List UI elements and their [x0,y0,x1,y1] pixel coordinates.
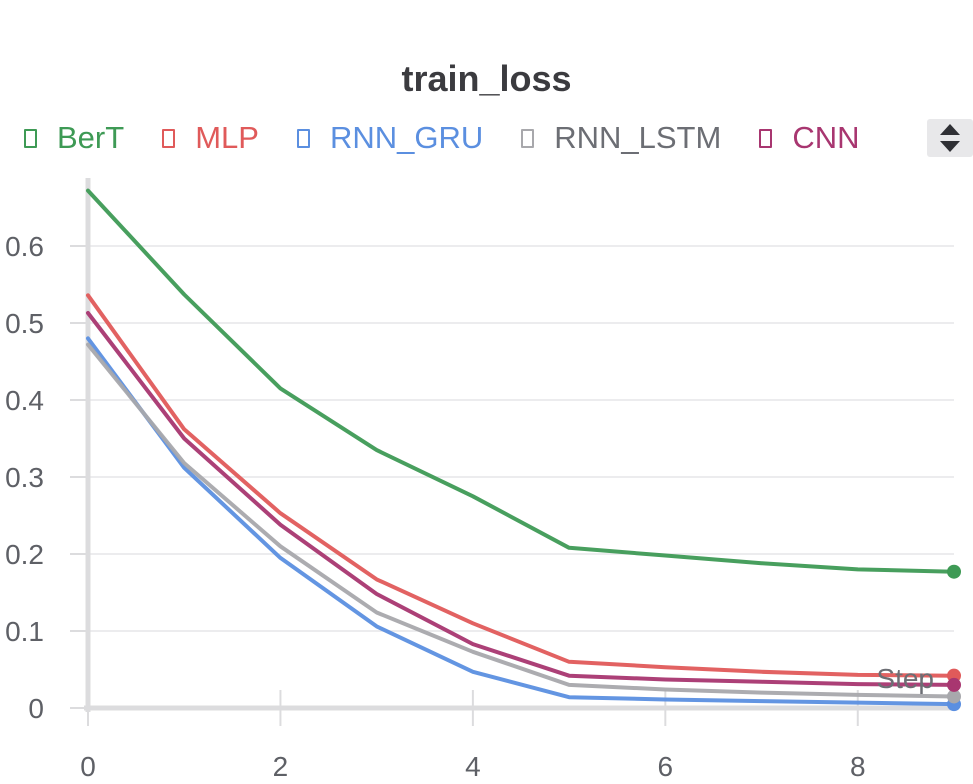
chart-title: train_loss [401,58,572,99]
series-endpoint-rnn-lstm [947,689,961,704]
x-tick-label: 2 [273,751,289,782]
series-line-cnn [86,311,956,687]
series-line-mlp [86,293,956,678]
legend-label: RNN_GRU [329,120,484,155]
series-endpoints [947,564,961,712]
series-endpoint-bert [947,564,961,579]
legend-label: RNN_LSTM [554,120,722,155]
y-axis-ticks: 0 0.1 0.2 0.3 0.4 0.5 0.6 [5,231,88,724]
legend-scroll-button[interactable] [927,119,973,157]
legend-label: CNN [792,120,860,155]
series-lines [86,188,956,707]
series-endpoint-cnn [947,677,961,692]
x-axis-label: Step [876,663,934,694]
gridlines [88,245,954,632]
x-tick-label: 8 [850,751,866,782]
legend-item-rnn-lstm[interactable]: RNN_LSTM [521,120,721,156]
legend-label: MLP [195,120,259,155]
legend-swatch-icon [521,128,535,148]
axes [84,178,954,712]
series-line-bert [86,188,956,574]
y-tick-label: 0.5 [5,308,44,339]
legend-swatch-icon [759,128,773,148]
x-tick-label: 6 [658,751,674,782]
y-tick-label: 0 [28,693,44,724]
legend-label: BerT [57,120,125,155]
y-tick-label: 0.4 [5,385,44,416]
legend-item-bert[interactable]: BerT [24,120,124,156]
legend-item-mlp[interactable]: MLP [162,120,259,156]
x-tick-label: 0 [80,751,96,782]
series-line-rnn-lstm [86,342,956,699]
legend: BerT MLP RNN_GRU RNN_LSTM CNN [24,116,898,160]
y-tick-label: 0.6 [5,231,44,262]
x-axis-ticks: 0 2 4 6 8 [80,690,866,782]
y-tick-label: 0.1 [5,616,44,647]
legend-swatch-icon [296,128,310,148]
x-tick-label: 4 [465,751,481,782]
legend-item-cnn[interactable]: CNN [759,120,860,156]
series-line-rnn-gru [86,336,956,707]
y-tick-label: 0.3 [5,462,44,493]
y-tick-label: 0.2 [5,539,44,570]
legend-swatch-icon [162,128,176,148]
legend-item-rnn-gru[interactable]: RNN_GRU [296,120,484,156]
legend-swatch-icon [24,128,37,148]
up-down-arrows-icon [940,124,960,152]
